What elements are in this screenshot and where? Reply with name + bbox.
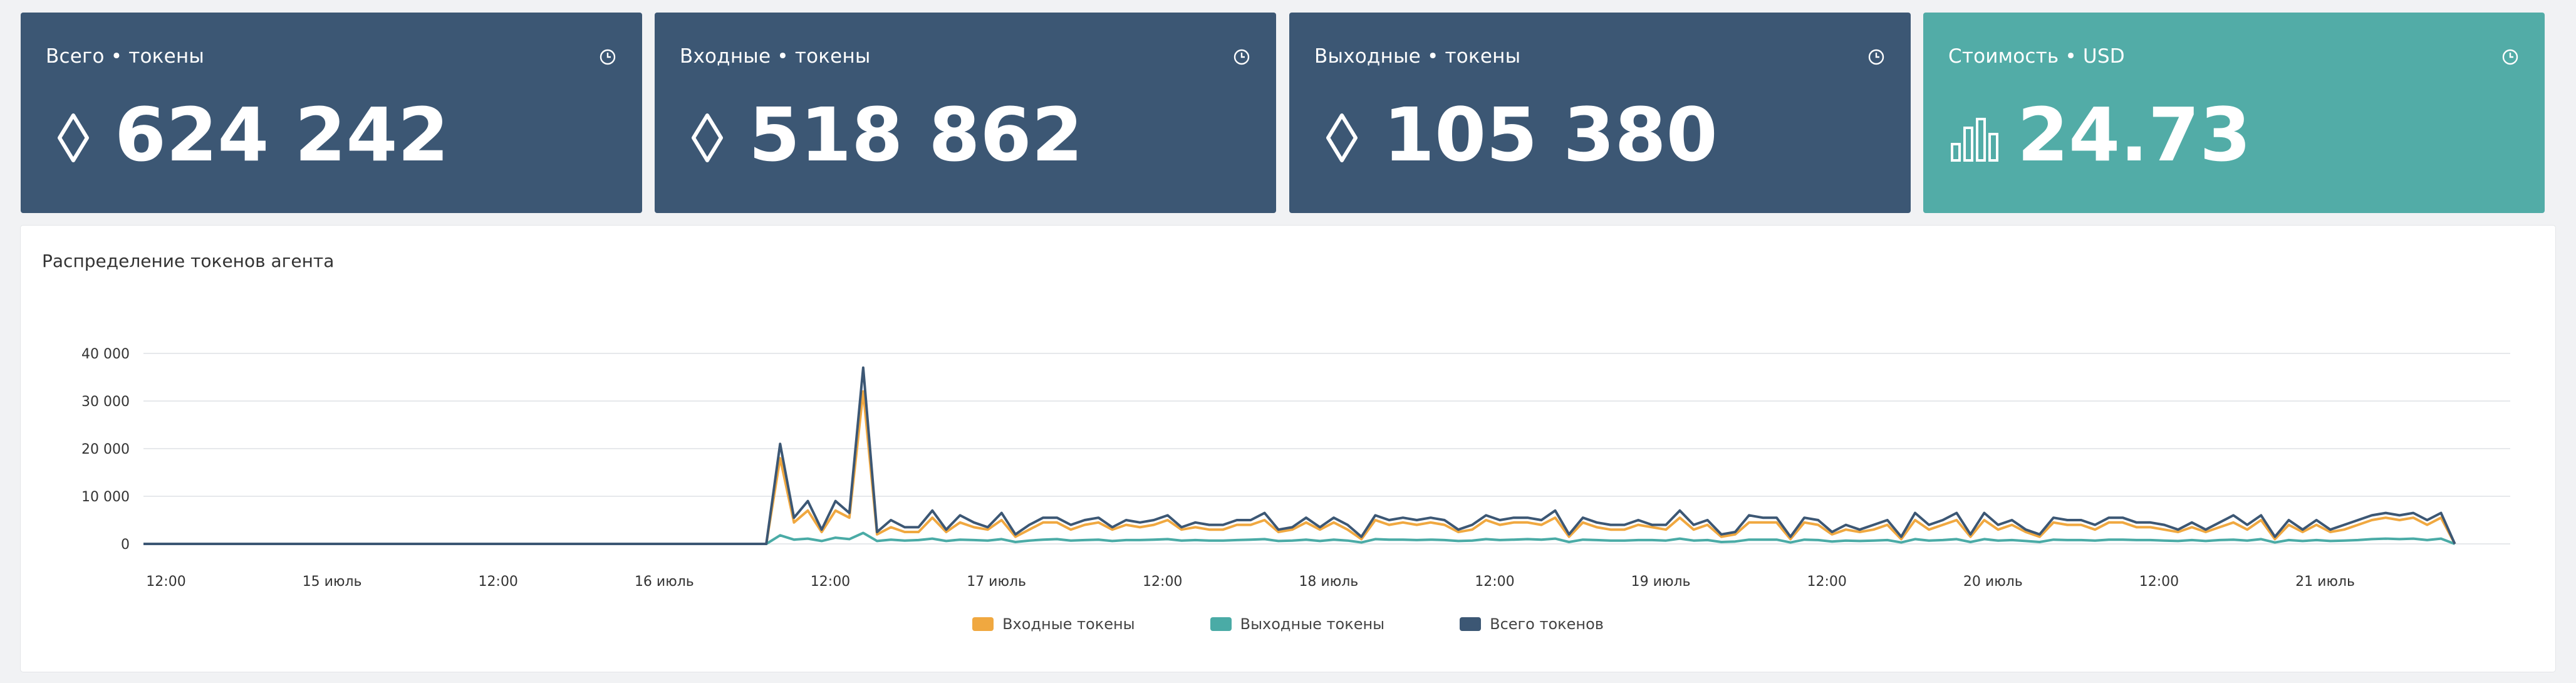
stat-cards: Всего • токены 624 242 Входные • токены …	[0, 0, 2576, 219]
y-tick-label: 40 000	[81, 347, 130, 362]
x-tick-label: 12:00	[1475, 574, 1514, 590]
card-value: 624 242	[115, 91, 449, 178]
chart-title: Распределение токенов агента	[42, 251, 335, 271]
y-tick-label: 10 000	[81, 489, 130, 505]
legend-swatch-output	[1210, 617, 1232, 631]
card-value: 105 380	[1383, 91, 1718, 178]
x-tick-label: 12:00	[811, 574, 850, 590]
diamond-icon	[692, 113, 723, 162]
legend-item-total[interactable]: Всего токенов	[1460, 615, 1604, 633]
legend-item-output[interactable]: Выходные токены	[1210, 615, 1385, 633]
x-tick-label: 12:00	[146, 574, 185, 590]
legend-label-input: Входные токены	[1002, 615, 1135, 633]
diamond-icon	[1326, 113, 1358, 162]
legend-label-total: Всего токенов	[1490, 615, 1604, 633]
x-tick-label: 12:00	[479, 574, 518, 590]
card-title: Всего • токены	[46, 45, 204, 68]
legend-item-input[interactable]: Входные токены	[972, 615, 1135, 633]
y-tick-label: 20 000	[81, 442, 130, 457]
card-title: Стоимость • USD	[1948, 45, 2125, 68]
legend-swatch-input	[972, 617, 994, 631]
series-line-total	[143, 366, 2456, 545]
x-tick-label: 12:00	[1807, 574, 1847, 590]
series-line-input	[143, 390, 2456, 545]
x-tick-label: 16 июль	[635, 574, 694, 590]
clock-icon[interactable]	[2501, 48, 2520, 66]
y-tick-label: 30 000	[81, 394, 130, 410]
card-total-tokens[interactable]: Всего • токены 624 242	[21, 13, 642, 213]
card-cost-usd[interactable]: Стоимость • USD 24.73	[1923, 13, 2545, 213]
card-value: 24.73	[2017, 91, 2251, 178]
legend-swatch-total	[1460, 617, 1482, 631]
x-tick-label: 15 июль	[303, 574, 362, 590]
x-tick-label: 21 июль	[2295, 574, 2355, 590]
diamond-icon	[58, 113, 89, 162]
card-output-tokens[interactable]: Выходные • токены 105 380	[1289, 13, 1911, 213]
clock-icon[interactable]	[1232, 48, 1251, 66]
clock-icon[interactable]	[598, 48, 617, 66]
x-tick-label: 18 июль	[1299, 574, 1358, 590]
legend-label-output: Выходные токены	[1240, 615, 1385, 633]
x-tick-label: 19 июль	[1631, 574, 1691, 590]
x-tick-label: 12:00	[1143, 574, 1182, 590]
card-title: Входные • токены	[680, 45, 871, 68]
y-tick-label: 0	[121, 537, 130, 553]
series-line-output	[143, 531, 2456, 545]
card-input-tokens[interactable]: Входные • токены 518 862	[655, 13, 1276, 213]
token-line-chart[interactable]: 0 10 000 20 000 30 000 40 000 12:00 15 июль 12:…	[21, 226, 2555, 602]
clock-icon[interactable]	[1867, 48, 1886, 66]
x-tick-label: 12:00	[2139, 574, 2179, 590]
card-value: 518 862	[749, 91, 1083, 178]
card-title: Выходные • токены	[1314, 45, 1521, 68]
chart-legend: Входные токены Выходные токены Всего ток…	[21, 615, 2555, 633]
token-distribution-panel: Распределение токенов агента 0 10 000 20 0…	[21, 226, 2555, 672]
x-tick-label: 17 июль	[967, 574, 1026, 590]
x-tick-label: 20 июль	[1963, 574, 2023, 590]
bar-chart-icon	[1951, 118, 1998, 162]
